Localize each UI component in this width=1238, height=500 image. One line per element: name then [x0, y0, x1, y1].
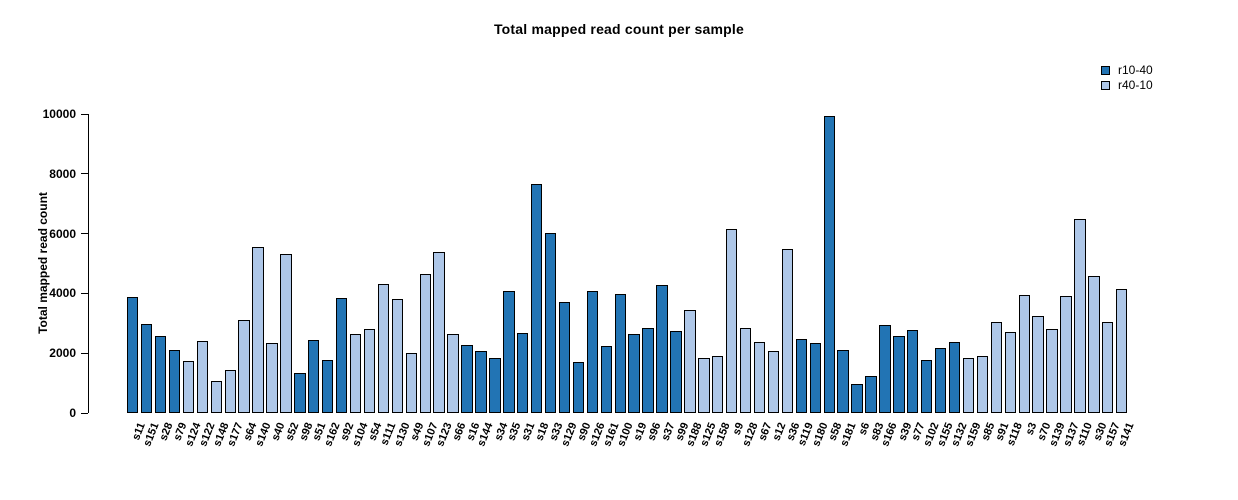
- bar: [962, 357, 975, 413]
- bar: [628, 334, 640, 413]
- bar: [489, 357, 501, 413]
- bar: [614, 294, 626, 413]
- bar: [252, 247, 264, 413]
- y-tick-label: 8000: [49, 166, 76, 181]
- bar: [837, 349, 849, 413]
- y-tick-mark: [81, 412, 88, 414]
- y-tick-mark: [81, 173, 88, 175]
- bar: [921, 360, 933, 413]
- bar: [698, 357, 710, 413]
- bar: [182, 361, 195, 413]
- bar: [879, 324, 891, 413]
- bar: [196, 340, 209, 413]
- legend-label: r40-10: [1118, 78, 1153, 92]
- bar: [238, 319, 250, 413]
- y-tick-mark: [81, 113, 88, 115]
- bar: [224, 369, 236, 413]
- legend-item: r10-40: [1101, 63, 1153, 78]
- bar: [154, 335, 167, 413]
- bar: [377, 284, 390, 413]
- bar: [308, 340, 320, 413]
- bar: [517, 332, 529, 413]
- bar: [1116, 288, 1128, 413]
- bar: [725, 228, 738, 413]
- bar: [140, 323, 153, 413]
- bar: [475, 350, 487, 413]
- bar: [656, 285, 668, 413]
- bar: [210, 380, 222, 413]
- bar: [893, 335, 905, 413]
- bar: [461, 345, 473, 413]
- legend-label: r10-40: [1118, 63, 1153, 77]
- y-tick-label: 0: [69, 406, 76, 420]
- bar: [823, 116, 835, 413]
- bar: [544, 232, 557, 413]
- bar: [767, 350, 780, 413]
- bar: [795, 338, 808, 413]
- bar: [600, 346, 612, 413]
- bar: [322, 359, 334, 413]
- bar: [335, 297, 348, 413]
- y-tick-label: 2000: [49, 346, 76, 361]
- bar: [907, 329, 919, 413]
- legend: r10-40 r40-10: [1101, 63, 1153, 93]
- x-axis-labels: s11 s151 s28 s79 s124 s122 s148 s177 s64 s140 s40 s…: [89, 413, 1149, 498]
- bar: [670, 331, 682, 413]
- bar: [405, 353, 417, 413]
- bar: [266, 343, 278, 413]
- bar: [447, 334, 459, 413]
- bar: [1074, 218, 1086, 413]
- bar: [433, 251, 445, 413]
- bar: [753, 342, 766, 413]
- bar: [851, 383, 863, 413]
- y-tick-label: 6000: [49, 226, 76, 241]
- bar: [948, 341, 961, 413]
- bar: [1102, 322, 1114, 413]
- bar: [503, 291, 515, 413]
- bar: [280, 253, 292, 413]
- bar: [684, 309, 696, 413]
- legend-item: r40-10: [1101, 78, 1153, 93]
- bar: [1018, 295, 1030, 413]
- bar: [558, 302, 571, 413]
- y-tick-mark: [81, 292, 88, 294]
- bar: [349, 334, 362, 413]
- bar: [572, 361, 585, 413]
- legend-swatch-r10-40: [1101, 66, 1110, 75]
- legend-swatch-r40-10: [1101, 81, 1110, 90]
- bar: [976, 355, 989, 413]
- bar: [1046, 328, 1058, 413]
- bar: [419, 273, 431, 413]
- bar: [530, 184, 543, 413]
- bar: [168, 349, 181, 413]
- bar: [127, 296, 139, 413]
- y-tick-mark: [81, 352, 88, 354]
- bar: [712, 355, 724, 413]
- y-tick-label: 10000: [42, 107, 76, 121]
- y-axis-title: Total mapped read count: [36, 192, 50, 334]
- bar: [1032, 316, 1044, 413]
- bar: [865, 375, 877, 413]
- plot-area: s11 s151 s28 s79 s124 s122 s148 s177 s64 s140 s40 s…: [43, 107, 1149, 448]
- bar: [294, 372, 306, 413]
- bar: [363, 329, 376, 413]
- bar: [1004, 331, 1016, 413]
- chart-title: Total mapped read count per sample: [493, 21, 745, 37]
- bar: [739, 328, 752, 413]
- bar: [781, 249, 794, 413]
- bar: [1060, 296, 1072, 413]
- y-tick-label: 4000: [49, 286, 76, 301]
- bar: [586, 290, 599, 413]
- bar: [809, 343, 821, 413]
- bar: [391, 298, 404, 413]
- bar: [1088, 276, 1100, 413]
- bar: [642, 328, 654, 413]
- y-tick-mark: [81, 233, 88, 235]
- bar: [990, 322, 1003, 413]
- bar: [934, 348, 947, 413]
